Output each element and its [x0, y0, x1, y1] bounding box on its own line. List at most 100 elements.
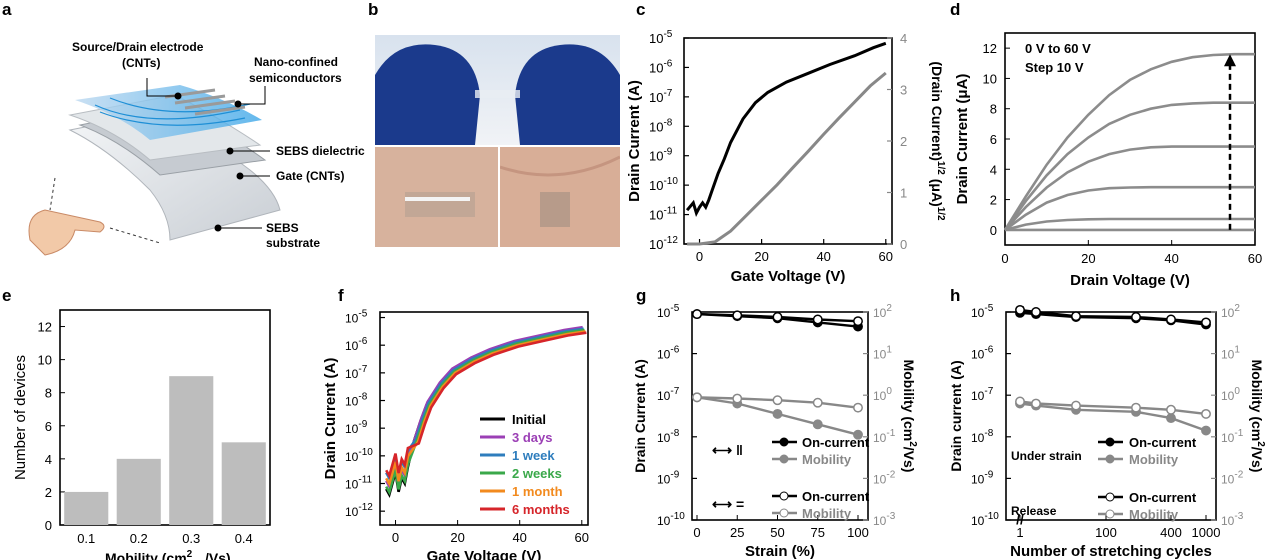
legend-label: 1 week: [512, 448, 555, 463]
legend-group-title: Release: [1011, 504, 1057, 518]
on-current-perp-marker: [732, 310, 743, 321]
on-current-release-marker: [1131, 312, 1141, 322]
legend-label: Mobility: [802, 452, 852, 467]
on-current-release-marker: [1166, 314, 1176, 325]
chart-f-stability: 0 20 40 60 10-12 10-11 10-10 10-9 10-8 10-7 10-6 10…: [322, 309, 589, 560]
label-substrate: substrate: [266, 236, 320, 250]
chart-e-mobility-histogram: 0 2 4 6 8 10 12 0.1 0.2 0.3 0.4 Mobility (cm2/Vs) Nu…: [12, 309, 271, 560]
panel-label-e: e: [2, 286, 12, 305]
on-current-release-marker: [1031, 307, 1041, 317]
mobility-release-marker: [1015, 396, 1025, 407]
arrow-head: [1224, 54, 1236, 67]
y2-tick-label: 10-3: [873, 511, 896, 528]
output-curve-40-V: [1003, 101, 1255, 231]
x-tick-label: 400: [1160, 525, 1182, 540]
x-axis-label: Number of stretching cycles: [1010, 543, 1212, 560]
y-tick-label: 10-8: [649, 117, 673, 134]
y-tick-label: 10-6: [649, 58, 673, 75]
y2-tick-label: 10-1: [873, 428, 896, 445]
y-tick-label: 4: [990, 162, 997, 177]
legend-label: On-current: [802, 435, 870, 450]
mobility-strain-marker: [1166, 413, 1176, 424]
label-nano-confined: Nano-confined: [254, 55, 338, 69]
legend-label: On-current: [802, 489, 870, 504]
y2-tick-label: 4: [900, 31, 907, 46]
legend-label: On-current: [1129, 490, 1197, 505]
x-tick-label: 40: [512, 530, 526, 545]
y-axis-label: Number of devices: [12, 355, 29, 480]
mobility-strain-marker: [1201, 425, 1211, 436]
mobility-perp-marker: [772, 395, 783, 406]
legend-label: 2 weeks: [512, 466, 562, 481]
x-axis-label: Gate Voltage (V): [427, 548, 542, 560]
on-current-release-marker: [1201, 317, 1211, 328]
y2-axis-label: (Drain Current)1/2 (μA)1/2: [929, 61, 946, 221]
chart-c-frame: [683, 37, 893, 245]
y-tick-label: 10: [38, 353, 52, 368]
y-axis-label: Drain current (A): [948, 360, 964, 471]
legend-label: 3 days: [512, 430, 552, 445]
x-axis-label: Drain Voltage (V): [1070, 272, 1190, 289]
y-tick-label: 10-9: [345, 419, 368, 436]
y-tick-label: 10-10: [657, 511, 685, 528]
on-current-perp-marker: [812, 314, 823, 325]
y-tick-label: 10-12: [345, 502, 373, 519]
mobility-parallel-marker: [853, 429, 863, 440]
y-axis-label: Drain Current (A): [626, 80, 643, 202]
photo-device-forearm: [375, 147, 498, 247]
x-tick-label: 0: [1001, 251, 1008, 266]
legend-label: 6 months: [512, 502, 570, 517]
y-tick-label: 10-9: [649, 147, 673, 164]
x-tick-label: 60: [1248, 251, 1262, 266]
y-axis-label: Drain Current (μA): [954, 74, 971, 205]
y-tick-label: 8: [990, 102, 997, 117]
y-tick-label: 2: [990, 193, 997, 208]
bar-0.4: [221, 442, 266, 525]
y-tick-label: 10-10: [971, 511, 999, 528]
photo-gloved-hands: [375, 35, 620, 145]
strain-direction-parallel-icon: ⟷ ‖: [712, 442, 743, 458]
legend-marker: [779, 454, 789, 464]
y-axis-label: Drain Current (A): [632, 359, 648, 473]
x-tick-label: 75: [811, 525, 825, 540]
axis-break-bottom-icon: //: [1016, 511, 1024, 527]
x-tick-label: 0.4: [235, 531, 253, 546]
series-sqrt-drain-current: [687, 71, 887, 246]
y-tick-label: 10-6: [657, 345, 680, 362]
mobility-perp-marker: [732, 393, 743, 404]
mobility-perp-marker: [853, 402, 863, 413]
y-tick-label: 8: [45, 386, 52, 401]
chart-f-frame: [379, 311, 589, 526]
panel-label-c: c: [636, 0, 646, 19]
mobility-release-marker: [1166, 404, 1176, 415]
mobility-perp-marker: [692, 392, 702, 403]
y2-tick-label: 3: [900, 83, 907, 98]
x-tick-label: 20: [1081, 251, 1095, 266]
on-current-strain-line: [1019, 311, 1207, 326]
y-axis-label: Drain Current (A): [322, 358, 339, 480]
bar-0.3: [169, 376, 214, 525]
y2-axis-label: Mobility (cm2/Vs): [1249, 360, 1266, 473]
label-sebs-dielectric: SEBS dielectric: [276, 144, 365, 158]
plot-frame: [691, 311, 869, 521]
on-current-perp-marker: [772, 312, 783, 322]
legend-label: Mobility: [1129, 507, 1179, 522]
on-current-perp-marker: [692, 309, 702, 320]
y-tick-label: 10-5: [345, 309, 368, 326]
panel-label-g: g: [636, 286, 647, 305]
annotation-range: 0 V to 60 V: [1025, 41, 1091, 56]
panel-label-a: a: [2, 0, 12, 19]
x-tick-label: 0.2: [130, 531, 148, 546]
mobility-release-marker: [1201, 408, 1211, 419]
bar-0.1: [64, 491, 109, 525]
x-tick-label: 50: [770, 525, 784, 540]
output-curve-20-V: [1004, 185, 1255, 231]
y-tick-label: 10-7: [971, 386, 994, 403]
y-tick-label: 10-5: [649, 29, 673, 46]
label-cnts: (CNTs): [122, 56, 160, 70]
legend-group-title: Under strain: [1011, 449, 1082, 463]
mobility-release-marker: [1031, 398, 1041, 409]
chart-c-transfer-curve: 0 20 40 6010-1210-1110-1010-910-810-710-610…: [626, 29, 946, 285]
x-tick-label: 0.1: [77, 531, 95, 546]
mobility-perp-marker: [812, 397, 823, 408]
